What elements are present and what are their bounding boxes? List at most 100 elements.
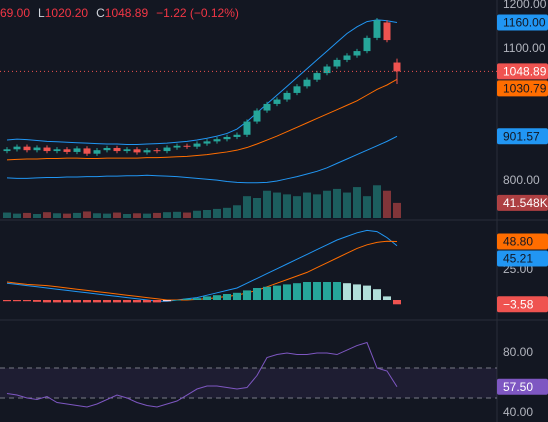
price-marker <box>497 14 548 31</box>
volume-bar <box>163 212 171 218</box>
y-tick-label: 1100.00 <box>503 41 546 55</box>
volume-bar <box>223 207 231 218</box>
candle-body <box>243 121 251 135</box>
volume-bar <box>273 192 281 218</box>
histogram-bar <box>283 284 291 300</box>
volume-bar <box>193 210 201 218</box>
price-marker-label: 1030.79 <box>503 82 547 96</box>
volume-bar <box>213 208 221 218</box>
volume-bar <box>303 192 311 218</box>
line <box>6 240 398 301</box>
volume-bar <box>33 214 41 218</box>
candle-body <box>353 51 361 56</box>
price-marker <box>497 378 548 395</box>
volume-bar <box>253 198 261 218</box>
header-value: 1020.20 <box>45 6 89 20</box>
histogram-bar <box>143 300 151 303</box>
volume-bar <box>283 194 291 218</box>
histogram-bar <box>193 298 201 300</box>
price-marker-label: 41.548K <box>503 196 548 210</box>
histogram-bar <box>313 282 321 300</box>
candle-body <box>293 86 301 93</box>
volume-bar <box>53 213 61 218</box>
histogram-bar <box>173 300 181 301</box>
candle-body <box>223 136 231 140</box>
candle-body <box>3 149 11 152</box>
histogram-bar <box>93 300 101 303</box>
histogram-bar <box>373 289 381 300</box>
price-marker <box>497 233 548 250</box>
histogram-bar <box>253 288 261 300</box>
candle-body <box>373 20 381 38</box>
price-marker-label: 1160.00 <box>503 16 546 30</box>
candle-body <box>113 147 121 152</box>
histogram-bar <box>353 284 361 300</box>
candle-body <box>23 146 31 151</box>
line <box>6 341 398 408</box>
volume-bar <box>123 214 131 218</box>
ohlc-header: 69.00 L1020.20 C1048.89 −1.22 (−0.12%) <box>0 6 239 20</box>
line <box>6 19 398 145</box>
volume-bar <box>293 196 301 218</box>
candle-body <box>253 110 261 122</box>
price-marker <box>497 250 548 267</box>
candle-body <box>63 149 71 152</box>
price-marker <box>497 296 548 313</box>
y-tick-label: 80.00 <box>503 345 533 359</box>
line <box>6 78 398 161</box>
histogram-bar <box>343 283 351 300</box>
candle-body <box>193 143 201 147</box>
candle-body <box>283 92 291 100</box>
rsi-band <box>0 368 497 399</box>
volume-bar <box>103 213 111 218</box>
price-marker-label: 48.80 <box>503 235 533 249</box>
header-value: 69.00 <box>0 6 30 20</box>
volume-pane <box>3 185 401 218</box>
histogram-bar <box>303 282 311 300</box>
volume-bar <box>323 190 331 218</box>
candle-body <box>173 145 181 148</box>
candle-body <box>213 139 221 142</box>
price-marker <box>497 80 548 97</box>
candle-body <box>153 150 161 152</box>
header-value: −1.22 (−0.12%) <box>156 6 239 20</box>
candle-body <box>183 145 191 147</box>
volume-bar <box>143 213 151 218</box>
volume-bar <box>183 212 191 218</box>
histogram-bar <box>393 300 401 305</box>
histogram-bar <box>33 300 41 302</box>
histogram-bar <box>43 300 51 303</box>
histogram-bar <box>383 296 391 300</box>
histogram-bar <box>263 286 271 300</box>
candle-body <box>203 141 211 144</box>
histogram-bar <box>223 294 231 300</box>
histogram-bar <box>3 300 11 302</box>
volume-bar <box>43 212 51 218</box>
histogram-bar <box>363 285 371 300</box>
volume-bar <box>243 196 251 218</box>
histogram-bar <box>213 295 221 300</box>
candle-body <box>323 66 331 74</box>
volume-bar <box>373 185 381 218</box>
histogram-bar <box>73 300 81 303</box>
candle-body <box>233 134 241 137</box>
volume-bar <box>333 188 341 218</box>
candle-body <box>363 37 371 52</box>
histogram-bar <box>183 298 191 300</box>
y-tick-label: 40.00 <box>503 405 533 419</box>
histogram-bar <box>203 296 211 300</box>
volume-bar <box>153 212 161 218</box>
candle-body <box>303 79 311 87</box>
header-key: C <box>96 6 105 20</box>
histogram-bar <box>153 300 161 303</box>
candle-body <box>343 55 351 60</box>
candle-body <box>93 150 101 154</box>
price-marker-label: 45.21 <box>503 252 533 266</box>
candle-body <box>163 147 171 152</box>
volume-bar <box>393 202 401 218</box>
candle-body <box>143 150 151 153</box>
volume-bar <box>313 194 321 218</box>
histogram-bar <box>123 300 131 303</box>
price-marker <box>497 194 548 211</box>
volume-bar <box>173 211 181 218</box>
